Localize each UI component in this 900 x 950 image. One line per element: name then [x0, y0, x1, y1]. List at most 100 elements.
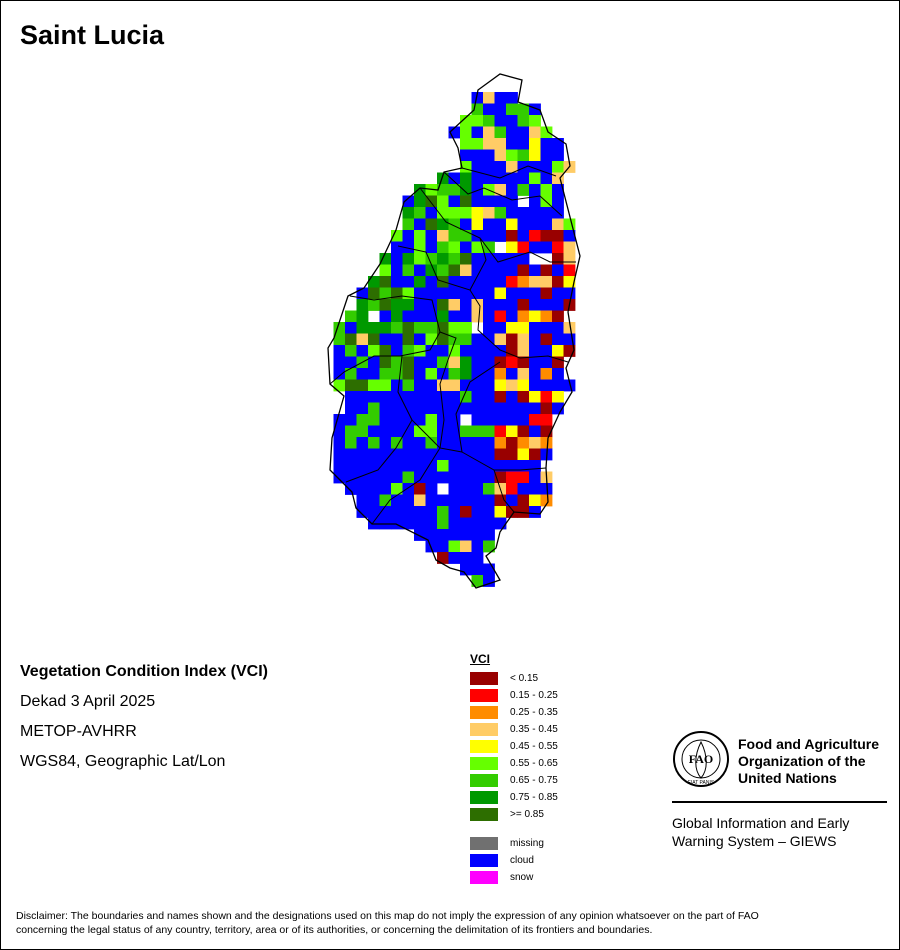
vci-cell: [494, 264, 507, 277]
vci-cell: [483, 356, 495, 369]
vci-cell: [437, 506, 449, 518]
vci-cell: [494, 379, 507, 392]
vci-cell: [333, 448, 346, 461]
vci-cell: [540, 126, 553, 139]
vci-cell: [448, 471, 461, 484]
vci-cell: [483, 460, 495, 472]
vci-cell: [402, 333, 415, 346]
legend-label: 0.55 - 0.65: [510, 758, 558, 769]
vci-cell: [529, 184, 541, 196]
legend-class-3: 0.35 - 0.45: [470, 721, 558, 738]
vci-cell: [517, 161, 530, 173]
vci-cell: [402, 506, 415, 518]
vci-cell: [471, 218, 484, 231]
vci-cell: [517, 379, 530, 392]
vci-cell: [506, 471, 518, 484]
vci-cell: [529, 161, 541, 173]
vci-cell: [368, 425, 380, 438]
vci-cell: [414, 184, 426, 196]
vci-cell: [402, 241, 415, 254]
vci-cell: [540, 345, 553, 357]
vci-cell: [379, 448, 392, 461]
vci-cell: [414, 402, 426, 415]
vci-cell: [483, 287, 495, 300]
vci-cell: [529, 506, 541, 518]
vci-cell: [471, 276, 484, 288]
vci-cell: [368, 391, 380, 403]
vci-cell: [471, 195, 484, 208]
vci-cell: [540, 402, 553, 415]
vci-cell: [471, 460, 484, 472]
vci-cell: [448, 310, 461, 323]
vci-cell: [414, 264, 426, 277]
vci-cell: [506, 299, 518, 311]
vci-cell: [483, 138, 495, 150]
divider: [672, 801, 887, 803]
vci-cell: [414, 356, 426, 369]
vci-cell: [540, 414, 553, 426]
vci-cell: [460, 253, 472, 265]
vci-cell: [425, 287, 438, 300]
vci-cell: [402, 471, 415, 484]
vci-cell: [529, 241, 541, 254]
vci-cell: [391, 494, 403, 507]
vci-cell: [414, 310, 426, 323]
vci-cell: [471, 138, 484, 150]
vci-cell: [448, 368, 461, 380]
vci-cell: [356, 287, 369, 300]
vci-cell: [471, 230, 484, 242]
vci-cell: [517, 126, 530, 139]
vci-cell: [460, 471, 472, 484]
vci-cell: [448, 356, 461, 369]
vci-cell: [402, 483, 415, 495]
vci-cell: [563, 287, 576, 300]
vci-cell: [529, 437, 541, 449]
vci-cell: [483, 299, 495, 311]
vci-cell: [460, 195, 472, 208]
vci-cell: [506, 368, 518, 380]
vci-cell: [333, 322, 346, 334]
vci-cell: [414, 517, 426, 530]
vci-cell: [391, 276, 403, 288]
vci-cell: [483, 230, 495, 242]
vci-cell: [471, 414, 484, 426]
vci-cell: [506, 437, 518, 449]
vci-cell: [391, 437, 403, 449]
vci-cell: [540, 391, 553, 403]
vci-cell: [483, 414, 495, 426]
vci-cell: [391, 253, 403, 265]
vci-cell: [506, 195, 518, 208]
vci-cell: [460, 241, 472, 254]
legend-class-1: 0.15 - 0.25: [470, 687, 558, 704]
vci-cell: [402, 494, 415, 507]
vci-cell: [437, 448, 449, 461]
vci-cell: [506, 425, 518, 438]
vci-cell: [356, 460, 369, 472]
vci-cell: [506, 356, 518, 369]
vci-cell: [448, 540, 461, 553]
vci-cell: [414, 333, 426, 346]
vci-cell: [460, 494, 472, 507]
vci-cell: [379, 402, 392, 415]
legend-swatch: [470, 774, 498, 787]
vci-cell: [448, 494, 461, 507]
vci-cell: [540, 218, 553, 231]
vci-cell: [471, 299, 484, 311]
vci-cell: [529, 368, 541, 380]
vci-cell: [552, 253, 564, 265]
vci-cell: [368, 356, 380, 369]
vci-cell: [483, 448, 495, 461]
legend-label: 0.45 - 0.55: [510, 741, 558, 752]
legend-label: 0.25 - 0.35: [510, 707, 558, 718]
vci-cell: [471, 575, 484, 587]
vci-cell: [529, 218, 541, 231]
legend-special: missing cloud snow: [470, 835, 558, 886]
vci-cell: [345, 310, 357, 323]
vci-cell: [425, 253, 438, 265]
vci-cell: [483, 563, 495, 576]
vci-cell: [356, 402, 369, 415]
vci-cell: [460, 310, 472, 323]
vci-cell: [425, 402, 438, 415]
vci-cell: [471, 103, 484, 116]
vci-cell: [517, 103, 530, 116]
